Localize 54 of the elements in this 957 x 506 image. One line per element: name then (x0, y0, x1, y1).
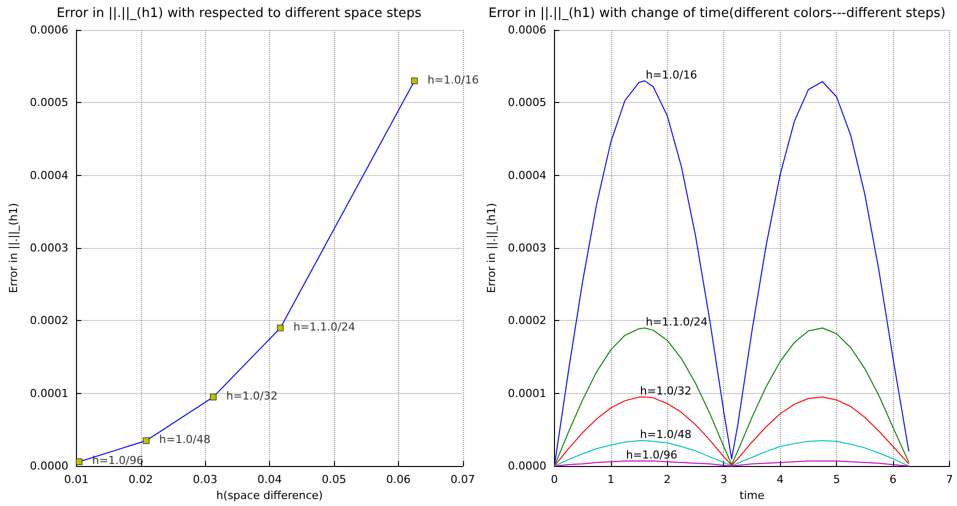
y-tick-label: 0.0002 (508, 314, 546, 328)
chart-title: Error in ||.||_(h1) with change of time(different colors---different steps) (488, 6, 946, 21)
y-tick-label: 0.0006 (508, 24, 546, 36)
x-tick-label: 4 (776, 473, 784, 486)
y-tick-label: 0.0003 (30, 242, 68, 255)
x-tick-label: 0.07 (450, 473, 476, 486)
x-tick-label: 3 (720, 473, 728, 486)
line-series (554, 328, 910, 467)
y-axis-title: Error in ||.||_(h1) (7, 202, 20, 294)
point (142, 437, 150, 444)
x-tick-label: 7 (946, 473, 953, 486)
point (76, 458, 82, 465)
x-tick-label: 5 (833, 473, 840, 486)
x-tick-label: 0.03 (192, 473, 218, 486)
y-tick-label: 0.0000 (30, 460, 68, 473)
x-axis-title: time (740, 489, 765, 502)
y-tick-label: 0.0003 (508, 242, 546, 255)
x-tick-label: 0 (550, 473, 558, 486)
y-tick-label: 0.0005 (30, 96, 68, 110)
y-tick-label: 0.0001 (30, 386, 68, 400)
x-tick-label: 0.01 (64, 473, 89, 486)
x-tick-label: 1 (607, 473, 614, 486)
y-tick-label: 0.0001 (508, 386, 546, 400)
annotation: h=1.0/48 (159, 433, 211, 446)
y-tick-label: 0.0005 (508, 96, 546, 110)
y-tick-label: 0.0002 (30, 314, 68, 328)
chart-title: Error in ||.||_(h1) with respected to different space steps (56, 6, 422, 21)
x-tick-label: 0.02 (128, 473, 154, 486)
annotation: h=1.0/16 (427, 73, 479, 86)
line-series (554, 440, 910, 467)
y-tick-label: 0.0004 (30, 168, 68, 182)
y-axis-title: Error in ||.||_(h1) (485, 202, 498, 294)
series-label: h=1.0/96 (626, 448, 678, 462)
y-tick-label: 0.0000 (508, 460, 546, 473)
x-tick-label: 6 (890, 473, 897, 486)
x-tick-label: 2 (664, 473, 671, 486)
x-tick-label: 0.05 (322, 473, 346, 486)
point (210, 394, 216, 400)
series-label: h=1.0/32 (640, 384, 692, 398)
annotation: h=1.0/32 (226, 390, 278, 403)
point (277, 324, 284, 332)
y-tick-label: 0.0006 (30, 24, 68, 36)
x-tick-label: 0.06 (386, 473, 411, 486)
x-tick-label: 0.04 (257, 473, 282, 486)
annotation: h=1.0/96 (92, 454, 144, 468)
x-axis-title: h(space difference) (216, 489, 323, 502)
line-series (554, 80, 910, 467)
line-series (554, 396, 910, 467)
annotation: h=1.1.0/24 (293, 320, 356, 334)
series-label: h=1.1.0/24 (646, 316, 708, 328)
series-label: h=1.0/16 (646, 68, 698, 82)
y-tick-label: 0.0004 (508, 168, 546, 182)
point (411, 78, 418, 84)
series-label: h=1.0/48 (640, 428, 692, 442)
